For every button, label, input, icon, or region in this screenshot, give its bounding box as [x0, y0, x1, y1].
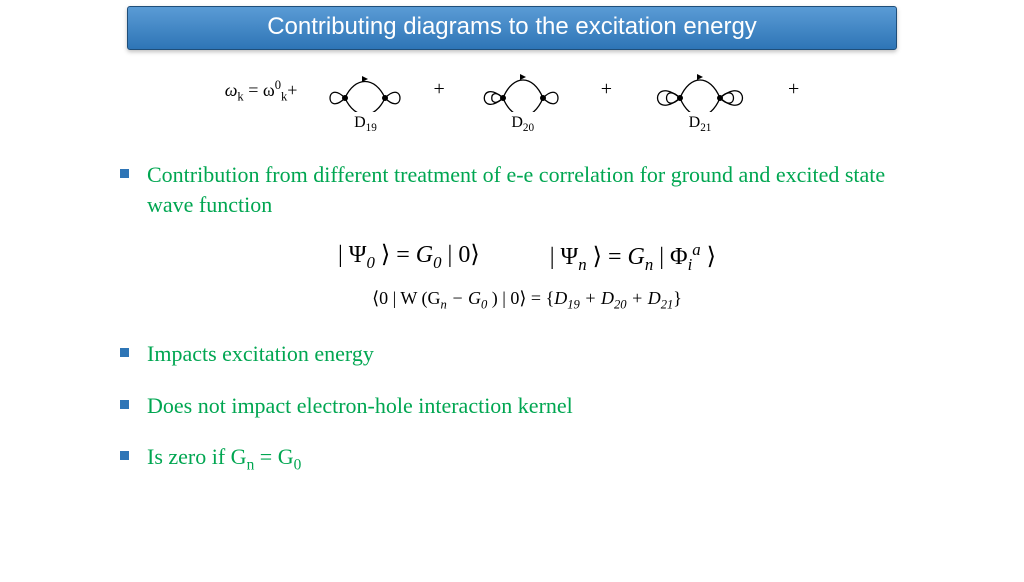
feynman-diagram-icon [463, 68, 583, 112]
content-area: Contribution from different treatment of… [120, 160, 934, 476]
bullet-item: Does not impact electron-hole interactio… [120, 391, 934, 421]
bullet-item: Contribution from different treatment of… [120, 160, 934, 219]
equation-psi0: | Ψ0 ⟩ = G0 | 0⟩ [338, 240, 480, 275]
plus-sign: + [433, 78, 444, 101]
bullet-square-icon [120, 348, 129, 357]
diagram-label: D20 [511, 114, 534, 134]
equation-row-1: | Ψ0 ⟩ = G0 | 0⟩ | Ψn ⟩ = Gn | Φia ⟩ [120, 240, 934, 275]
bullet-text: Is zero if Gn = G0 [147, 442, 301, 476]
feynman-diagram-icon [630, 68, 770, 112]
bullet-item: Is zero if Gn = G0 [120, 442, 934, 476]
diagram-label: D19 [354, 114, 377, 134]
equation-row-2: ⟨0 | W (Gn − G0 ) | 0⟩ = {D19 + D20 + D2… [120, 288, 934, 313]
feynman-diagram-icon [315, 68, 415, 112]
diagram-label: D21 [689, 114, 712, 134]
equation-block: | Ψ0 ⟩ = G0 | 0⟩ | Ψn ⟩ = Gn | Φia ⟩ ⟨0 … [120, 240, 934, 313]
bullet-text: Does not impact electron-hole interactio… [147, 391, 573, 421]
slide-title: Contributing diagrams to the excitation … [127, 6, 897, 50]
diagram-row: ωk = ω0k+ D19 + [0, 68, 1024, 134]
diagram-d19: D19 [315, 68, 415, 134]
bullet-square-icon [120, 400, 129, 409]
diagram-d20: D20 [463, 68, 583, 134]
plus-sign: + [601, 78, 612, 101]
bullet-square-icon [120, 451, 129, 460]
bullet-item: Impacts excitation energy [120, 339, 934, 369]
plus-sign: + [788, 78, 799, 101]
bullet-text: Impacts excitation energy [147, 339, 374, 369]
bullet-text: Contribution from different treatment of… [147, 160, 934, 219]
lead-equation: ωk = ω0k+ [225, 78, 298, 105]
bullet-square-icon [120, 169, 129, 178]
diagram-d21: D21 [630, 68, 770, 134]
equation-psin: | Ψn ⟩ = Gn | Φia ⟩ [550, 240, 716, 275]
